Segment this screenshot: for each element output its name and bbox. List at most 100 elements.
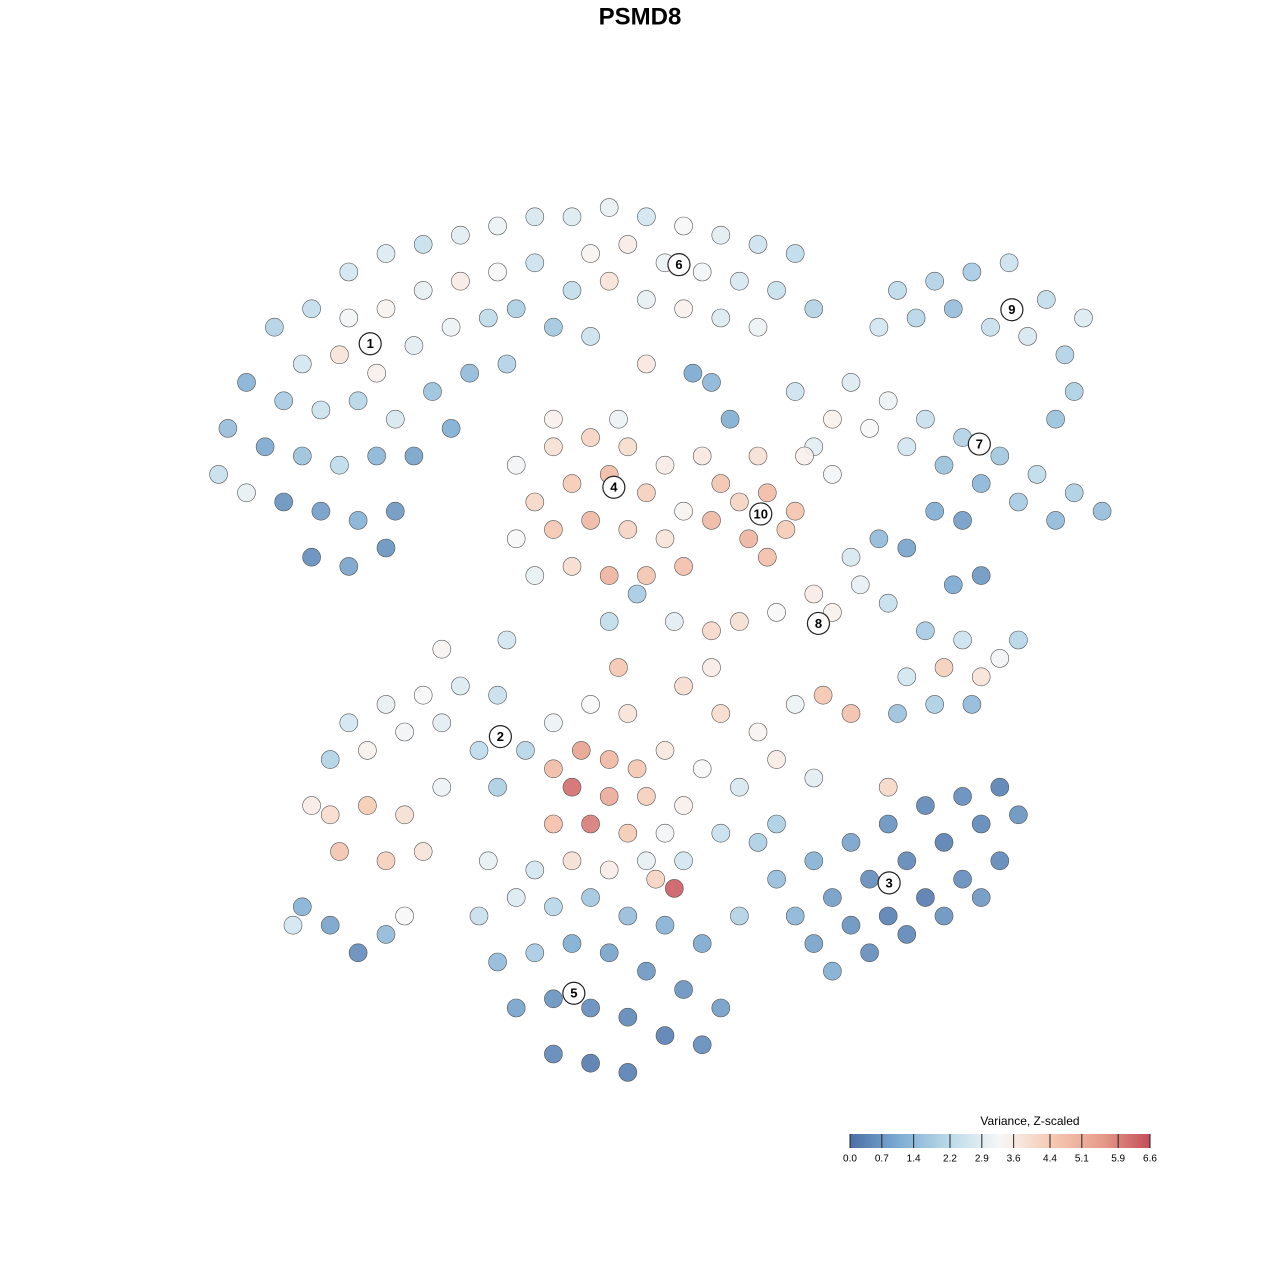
point [971,566,991,585]
point [376,538,396,558]
point [404,336,424,355]
cluster-marker [967,432,991,456]
point [897,667,917,687]
point [934,906,954,926]
point [971,814,991,834]
point [237,483,256,503]
point [925,501,945,521]
point [339,262,359,282]
point [711,308,731,328]
point [888,704,907,723]
point [478,851,498,871]
point [953,511,972,530]
point [804,934,824,953]
point [488,216,507,236]
point [925,271,945,291]
point [785,244,805,263]
point [850,575,870,595]
point [618,520,638,539]
cluster-marker [749,502,773,526]
point [757,547,777,567]
point [497,630,517,650]
point [702,511,721,530]
point [320,805,340,825]
point [841,373,861,392]
cluster-label: 6 [675,257,682,272]
cluster-label: 4 [610,480,618,495]
point [897,851,917,871]
cluster-label: 3 [886,875,893,890]
point [637,961,656,981]
point [1018,327,1037,346]
point [618,906,638,926]
point [869,529,889,549]
point [525,860,545,880]
point [469,906,489,926]
point [451,271,470,291]
point [460,363,480,383]
point [339,557,359,576]
cluster-marker [877,871,901,895]
cluster-marker [602,475,626,499]
point [860,869,879,889]
point [637,290,656,309]
point [971,888,991,907]
point [813,685,833,705]
colorbar-tick-label: 4.4 [1043,1154,1057,1165]
point [627,759,647,779]
point [376,244,396,263]
point [525,253,545,273]
point [413,685,433,705]
point [664,612,684,631]
point [878,906,898,926]
point [218,419,238,438]
point [804,851,824,871]
cluster-label: 2 [497,729,504,744]
point [646,869,666,889]
point [581,327,600,346]
point [692,759,712,779]
point [599,198,619,217]
point [841,547,861,567]
point [953,869,972,889]
point [823,465,842,484]
point [785,906,805,926]
point [395,805,414,825]
point [785,382,805,401]
point [916,409,935,429]
cluster-label: 7 [976,436,983,451]
point [292,897,312,917]
point [618,704,638,723]
point [544,317,563,337]
point [702,658,721,677]
point [711,704,731,723]
point [497,354,517,374]
point [339,713,359,733]
point [999,253,1019,273]
point [562,281,582,300]
point [674,796,693,815]
point [395,906,414,926]
point [767,750,786,769]
point [804,584,824,604]
point [823,409,842,429]
point [441,419,461,438]
point [581,1053,600,1073]
point [767,603,786,622]
colorbar-tick-label: 2.2 [943,1154,957,1165]
point [618,235,638,254]
point [897,925,917,944]
point [618,437,638,457]
point [757,483,777,503]
point [637,354,656,374]
point [897,538,917,558]
point [506,888,526,907]
point [395,722,414,742]
point [367,363,387,383]
point [581,428,600,447]
point [692,446,712,466]
point [544,409,563,429]
point [432,713,452,733]
point [674,501,693,521]
